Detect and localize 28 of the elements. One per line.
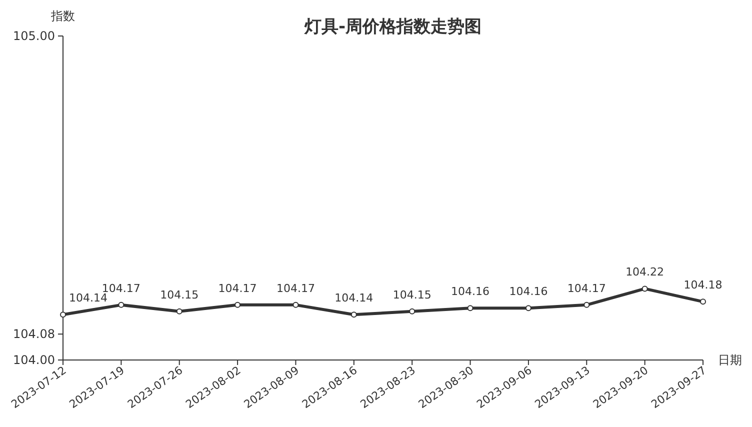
data-label: 104.17 <box>567 282 606 295</box>
point <box>525 305 532 312</box>
data-label: 104.17 <box>218 282 257 295</box>
data-label: 104.16 <box>451 285 490 298</box>
point <box>642 286 648 292</box>
data-label: 104.17 <box>276 282 315 295</box>
data-label: 104.15 <box>392 288 432 302</box>
y-tick-label: 105.00 <box>13 29 55 43</box>
point <box>118 302 124 308</box>
x-axis-title: 日期 <box>718 353 742 367</box>
y-tick-label: 104.08 <box>13 327 55 342</box>
point <box>467 305 474 312</box>
data-label: 104.22 <box>626 266 664 279</box>
y-tick-label: 104.00 <box>13 353 55 367</box>
point <box>700 298 706 305</box>
point <box>584 302 590 308</box>
point <box>176 308 182 314</box>
data-label: 104.18 <box>684 278 722 292</box>
point <box>350 312 357 318</box>
chart-title: 灯具-周价格指数走势图 <box>303 17 482 37</box>
point <box>234 302 241 308</box>
y-axis-title: 指数 <box>50 9 75 23</box>
point <box>409 308 416 314</box>
data-label: 104.14 <box>334 292 374 305</box>
point <box>60 312 66 318</box>
point <box>292 302 299 308</box>
data-label: 104.15 <box>160 288 199 302</box>
data-label: 104.16 <box>509 285 548 298</box>
